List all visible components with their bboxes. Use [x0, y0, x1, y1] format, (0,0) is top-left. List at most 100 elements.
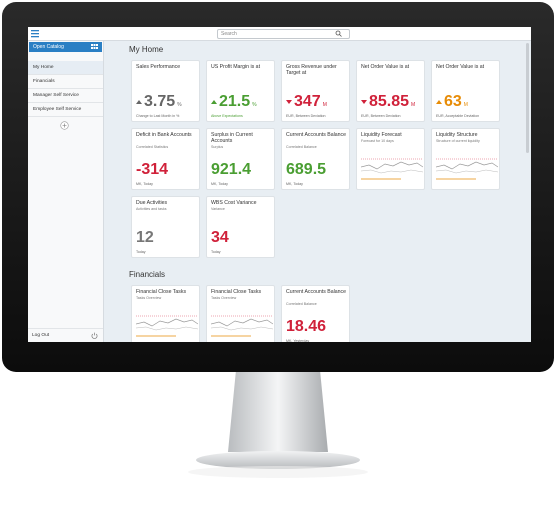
nav-label[interactable]: Manager Self Service [33, 93, 79, 98]
tile-footer: EUR, Acceptable Deviation [436, 114, 480, 118]
value-text: 63 [444, 93, 462, 110]
tile[interactable]: Sales Performance 3.75% Change to Last Mon… [131, 60, 200, 122]
nav-item[interactable]: My Home [28, 61, 103, 75]
value-unit: M [411, 102, 416, 108]
trend-arrow [136, 99, 142, 104]
logout-label[interactable]: Log Out [32, 333, 50, 338]
tile-value: 34 [211, 230, 229, 246]
tile[interactable]: US Profit Margin is at 21.5% Above Expecta… [206, 60, 275, 122]
value-text: 34 [211, 229, 229, 246]
tile-title: Deficit in Bank Accounts [136, 132, 192, 138]
tile-value: -314 [136, 162, 168, 178]
main-area: My Home Sales Performance 3.75% Change to L… [104, 41, 524, 342]
value-unit: % [252, 102, 257, 108]
open-catalog[interactable]: Open Catalog [29, 42, 102, 52]
tile-value: 347 M [286, 94, 327, 113]
trend-arrow [286, 99, 292, 104]
tile-title: Surplus in Current Accounts [211, 132, 253, 144]
logout-row[interactable]: Log Out [28, 328, 103, 342]
tile-title: Gross Revenue under Target at [286, 64, 337, 76]
tile-value: 85.85 M [361, 94, 415, 113]
value-text: 85.85 [369, 93, 410, 110]
value-text: 347 [294, 93, 321, 110]
tile[interactable]: Net Order Value is at 85.85 M EUR, Between … [356, 60, 425, 122]
value-text: 689.5 [286, 161, 327, 178]
value-unit: % [177, 102, 182, 108]
tile-value: 689.5 [286, 162, 326, 178]
tile-title: Financial Close Tasks [211, 289, 262, 295]
tile-value: 921.4 [211, 162, 251, 178]
tile-title: Financial Close Tasks [136, 289, 187, 295]
nav-item[interactable]: Manager Self Service [28, 89, 103, 103]
tile-footer: MK, Today [211, 182, 228, 186]
tile-footer: MK, Yesterday [286, 339, 310, 342]
menu-icon[interactable] [31, 29, 40, 38]
tile-title: Current Accounts Balance [286, 289, 346, 295]
tile-title: Due Activities [136, 200, 168, 206]
tile-subtitle: Variance [211, 207, 225, 211]
tile[interactable]: Surplus in Current Accounts Surplus 921.4 M… [206, 128, 275, 190]
tile-title: WBS Cost Variance [211, 200, 257, 206]
tile-subtitle: Tasks Overview [136, 296, 162, 300]
search-box[interactable]: Search [217, 29, 350, 39]
value-unit: M [463, 102, 468, 108]
tile[interactable]: Liquidity Forecast Forecast for 10 days [356, 128, 425, 190]
nav-label[interactable]: Financials [33, 79, 55, 84]
tile-title: Liquidity Forecast [361, 132, 402, 138]
tile[interactable]: Due Activities Activities and tasks 12 Toda… [131, 196, 200, 258]
scrollbar[interactable] [526, 43, 529, 153]
catalog-icon [91, 44, 98, 49]
tile-subtitle: Activities and tasks [136, 207, 167, 211]
value-text: 21.5 [219, 93, 251, 110]
value-unit: M [322, 102, 327, 108]
value-text: -314 [136, 161, 169, 178]
tile-subtitle: Structure of current liquidity [436, 139, 480, 143]
tile-value: 18.46 [286, 319, 326, 335]
tile-subtitle: Correlated Statistics [136, 145, 169, 149]
tile-subtitle: Correlated Balance [286, 145, 317, 149]
power-icon [91, 332, 98, 339]
add-group-button[interactable] [60, 121, 69, 130]
tile-subtitle: Tasks Overview [211, 296, 237, 300]
tile[interactable]: Current Accounts Balance Correlated Balan… [281, 285, 350, 342]
tile[interactable]: Gross Revenue under Target at 347 M EUR, Be… [281, 60, 350, 122]
search-icon[interactable] [335, 30, 342, 37]
tile[interactable]: Deficit in Bank Accounts Correlated Stati… [131, 128, 200, 190]
tile[interactable]: Financial Close Tasks Tasks Overview [131, 285, 200, 342]
section-title: My Home [129, 45, 164, 54]
tile[interactable]: Current Accounts Balance Correlated Balan… [281, 128, 350, 190]
screen: Search Open Catalog My Home Financials Man… [28, 27, 531, 342]
nav-item[interactable]: Employee Self Service [28, 103, 103, 117]
tile-footer: EUR, Between Deviation [286, 114, 326, 118]
tile-value: 63 M [436, 94, 468, 113]
tile-title: Net Order Value is at [361, 64, 410, 70]
value-text: 921.4 [211, 161, 252, 178]
nav-label[interactable]: My Home [33, 65, 54, 70]
tile-title: Net Order Value is at [436, 64, 485, 70]
tile-value: 21.5% [211, 94, 257, 113]
tile-footer: Change to Last Month in % [136, 114, 180, 118]
mini-chart [136, 315, 198, 337]
tile-footer: Today [136, 250, 146, 254]
tile-title: Sales Performance [136, 64, 181, 70]
tile[interactable]: Net Order Value is at 63 M EUR, Acceptable … [431, 60, 500, 122]
nav-item[interactable]: Financials [28, 75, 103, 89]
tile[interactable]: Liquidity Structure Structure of current … [431, 128, 500, 190]
tile-footer: MK, Today [286, 182, 303, 186]
tile-title: Current Accounts Balance [286, 132, 346, 138]
tile-value: 12 [136, 230, 154, 246]
tile[interactable]: WBS Cost Variance Variance 34 Today [206, 196, 275, 258]
tile-footer: EUR, Between Deviation [361, 114, 401, 118]
tile-value: 3.75% [136, 94, 182, 113]
tile-footer: MK, Today [136, 182, 153, 186]
value-text: 18.46 [286, 318, 327, 335]
top-bar: Search [28, 27, 531, 41]
catalog-label[interactable]: Open Catalog [33, 44, 64, 50]
tile[interactable]: Financial Close Tasks Tasks Overview [206, 285, 275, 342]
sidebar: Open Catalog My Home Financials Manager Se… [28, 41, 104, 342]
nav-label[interactable]: Employee Self Service [33, 107, 82, 112]
value-text: 3.75 [144, 93, 176, 110]
value-text: 12 [136, 229, 154, 246]
